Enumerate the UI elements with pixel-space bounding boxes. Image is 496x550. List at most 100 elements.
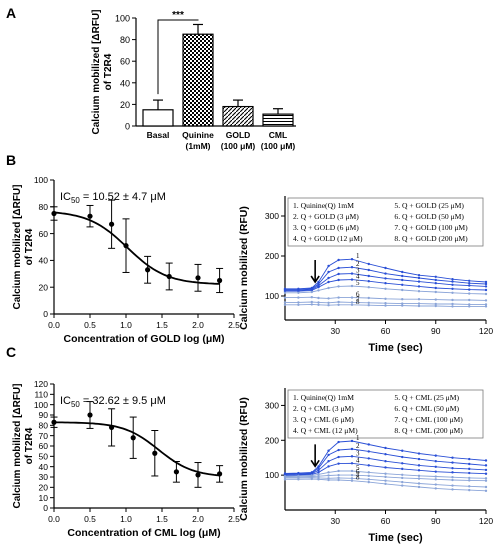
bar <box>222 105 254 127</box>
trace-point <box>350 272 354 275</box>
trace-point <box>283 303 287 306</box>
trace-point <box>451 287 454 290</box>
trace-point <box>337 455 340 459</box>
trace-point <box>367 478 370 481</box>
legend-entry: 7. Q + GOLD (100 μM) <box>394 223 468 232</box>
data-point <box>166 273 172 280</box>
trace-point <box>337 440 340 444</box>
fit-curve <box>53 211 220 285</box>
trace-point <box>451 476 454 479</box>
trace-point <box>384 287 387 290</box>
trace-point <box>434 302 437 306</box>
trace-point <box>337 303 340 306</box>
trace-label: 3 <box>356 267 360 275</box>
trace-label: 1 <box>356 434 360 442</box>
trace-point <box>327 478 330 482</box>
trace-label: 4 <box>356 273 360 281</box>
trace-point <box>384 475 387 479</box>
trace-point <box>384 453 387 456</box>
trace-point <box>310 300 313 304</box>
trace-point <box>297 478 300 481</box>
trace-point <box>417 452 421 455</box>
trace-point <box>337 469 340 473</box>
legend-entry: 3. Q + CML (6 μM) <box>293 415 354 424</box>
trace-point <box>384 472 387 475</box>
trace-point <box>401 302 404 305</box>
trace-point <box>350 479 354 482</box>
trace-point <box>484 477 488 480</box>
y-tick-label: 100 <box>34 400 48 410</box>
trace-point <box>327 301 330 304</box>
y-tick-label: 0 <box>43 309 48 319</box>
trace-point <box>283 291 287 294</box>
trace-point <box>417 285 421 288</box>
y-axis-label: Calcium mobilized (RFU) <box>238 397 250 521</box>
trace-point <box>350 266 354 269</box>
trace-point <box>468 462 471 466</box>
y-tick-label: 40 <box>39 462 49 472</box>
y-tick-label: 60 <box>39 441 49 451</box>
trace-point <box>350 303 354 306</box>
trace-point <box>317 286 320 289</box>
x-tick-label: 0.0 <box>48 514 60 524</box>
trace-point <box>451 302 454 306</box>
legend-entry: 4. Q + CML (12 μM) <box>293 426 358 435</box>
trace-point <box>327 477 330 480</box>
trace-point <box>384 479 387 482</box>
stimulus-arrow-head <box>310 459 320 468</box>
trace-point <box>337 462 340 465</box>
y-tick-label: 60 <box>39 229 49 239</box>
trace-point <box>484 464 488 467</box>
trace-point <box>384 297 387 300</box>
data-point <box>51 210 57 217</box>
x-tick-label: 60 <box>381 326 391 336</box>
trace-point <box>367 286 370 289</box>
y-tick-label: 0 <box>125 122 130 132</box>
y-axis-label: Calcium mobilized (RFU) <box>238 206 250 330</box>
bar <box>262 113 294 127</box>
trace-point <box>283 301 287 304</box>
trace-point <box>350 278 354 281</box>
category-label: Basal <box>147 130 170 140</box>
trace-point <box>484 479 488 482</box>
trace-point <box>367 450 370 453</box>
trace-point <box>317 296 320 300</box>
trace-point <box>484 303 488 306</box>
trace-point <box>417 298 421 301</box>
trace-point <box>417 482 421 485</box>
trace-point <box>417 457 421 461</box>
legend-entry: 5. Q + GOLD (25 μM) <box>394 201 464 210</box>
y-tick-label: 60 <box>120 57 130 67</box>
x-tick-label: 2.5 <box>228 514 240 524</box>
trace-point <box>417 280 421 283</box>
trace-label: 8 <box>356 474 360 482</box>
trace-point <box>417 477 421 480</box>
trace-point <box>401 288 404 292</box>
trace-point <box>367 301 370 304</box>
trace-point <box>317 473 320 476</box>
trace-point <box>384 446 387 450</box>
trace-point <box>337 448 340 452</box>
trace-point <box>401 473 404 476</box>
trace-point <box>451 298 454 302</box>
significance-bracket <box>157 19 199 95</box>
trace-point <box>434 460 437 463</box>
legend-entry: 5. Q + CML (25 μM) <box>394 393 459 402</box>
y-tick-label: 300 <box>265 211 279 221</box>
trace-label: 6 <box>356 468 360 476</box>
trace-point <box>350 477 354 480</box>
trace-point <box>417 276 421 280</box>
y-tick-label: 30 <box>39 472 49 482</box>
trace-point <box>484 299 488 302</box>
trace-point <box>417 464 421 467</box>
trace-point <box>468 485 471 488</box>
trace-point <box>434 454 437 457</box>
trace-point <box>401 462 404 465</box>
data-point <box>87 213 93 219</box>
ic50-annotation: IC50 = 10.52 ± 4.7 μM <box>60 191 166 205</box>
data-point <box>145 267 151 273</box>
category-label: GOLD <box>226 130 251 140</box>
y-axis-label: Calcium mobilized [ΔRFU]of T2R4 <box>12 384 35 509</box>
trace-point <box>297 303 300 306</box>
